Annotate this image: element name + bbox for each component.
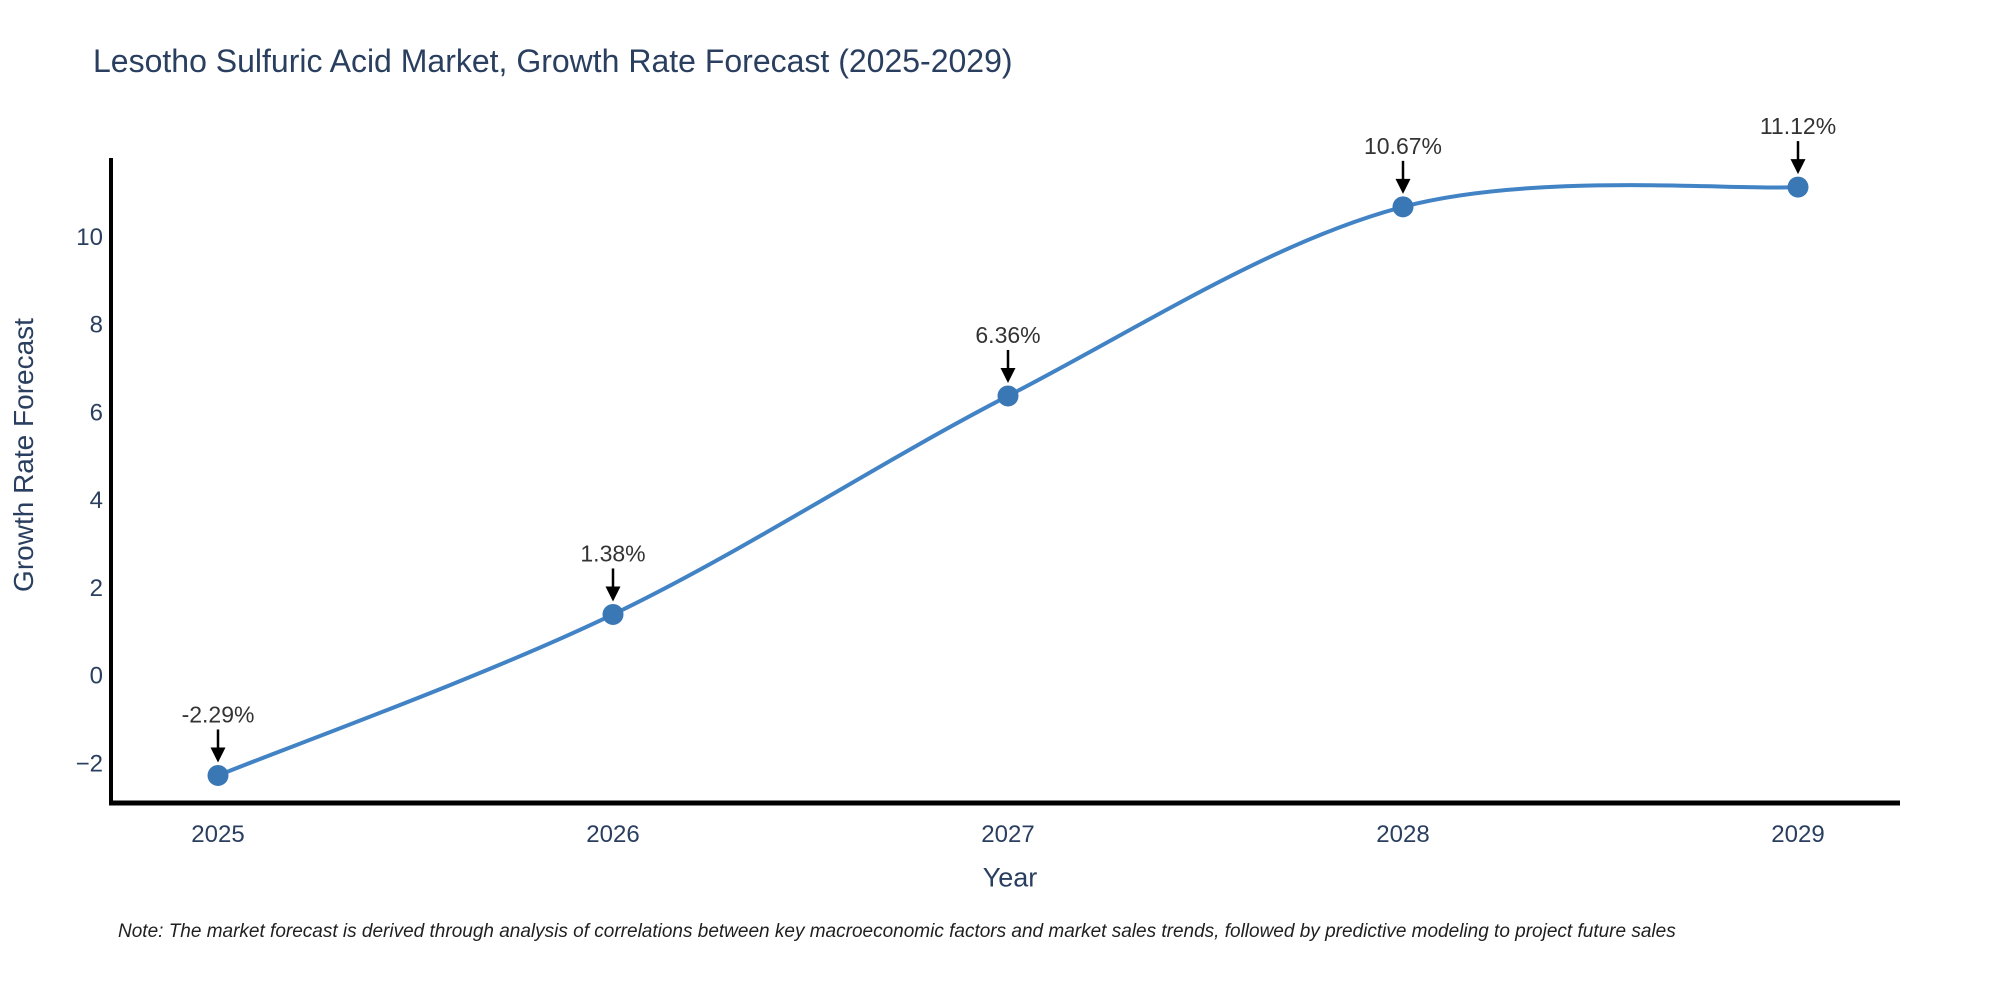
series-line [216, 183, 1800, 778]
data-point-marker [602, 603, 624, 625]
x-tick-label: 2025 [191, 821, 244, 848]
data-point-marker [997, 385, 1019, 407]
data-point-label: 11.12% [1760, 113, 1836, 139]
y-tick-label: −2 [76, 750, 103, 777]
x-tick-label: 2026 [586, 821, 639, 848]
data-point-label: 10.67% [1364, 133, 1442, 159]
x-tick-label: 2027 [981, 821, 1034, 848]
annotation-arrow-head [605, 586, 621, 602]
y-tick-label: 2 [90, 575, 103, 602]
x-tick-label: 2028 [1376, 821, 1429, 848]
annotation-arrow-head [1395, 178, 1411, 194]
y-tick-label: 0 [90, 663, 103, 690]
annotation-arrow-head [1790, 159, 1806, 175]
x-tick-label: 2029 [1771, 821, 1824, 848]
y-tick-label: 6 [90, 399, 103, 426]
data-point-marker [1392, 196, 1414, 218]
data-point-marker [1787, 176, 1809, 198]
data-point-marker [207, 764, 229, 786]
chart-title: Lesotho Sulfuric Acid Market, Growth Rat… [93, 43, 1013, 79]
data-point-label: -2.29% [182, 701, 255, 727]
data-point-label: 6.36% [975, 322, 1040, 348]
y-tick-label: 4 [90, 487, 103, 514]
y-tick-label: 8 [90, 312, 103, 339]
y-tick-label: 10 [76, 224, 103, 251]
annotation-arrow-head [1000, 367, 1016, 383]
data-point-label: 1.38% [580, 540, 645, 566]
annotation-arrow-head [210, 747, 226, 763]
footnote: Note: The market forecast is derived thr… [118, 921, 1676, 942]
x-axis-title: Year [982, 862, 1038, 893]
